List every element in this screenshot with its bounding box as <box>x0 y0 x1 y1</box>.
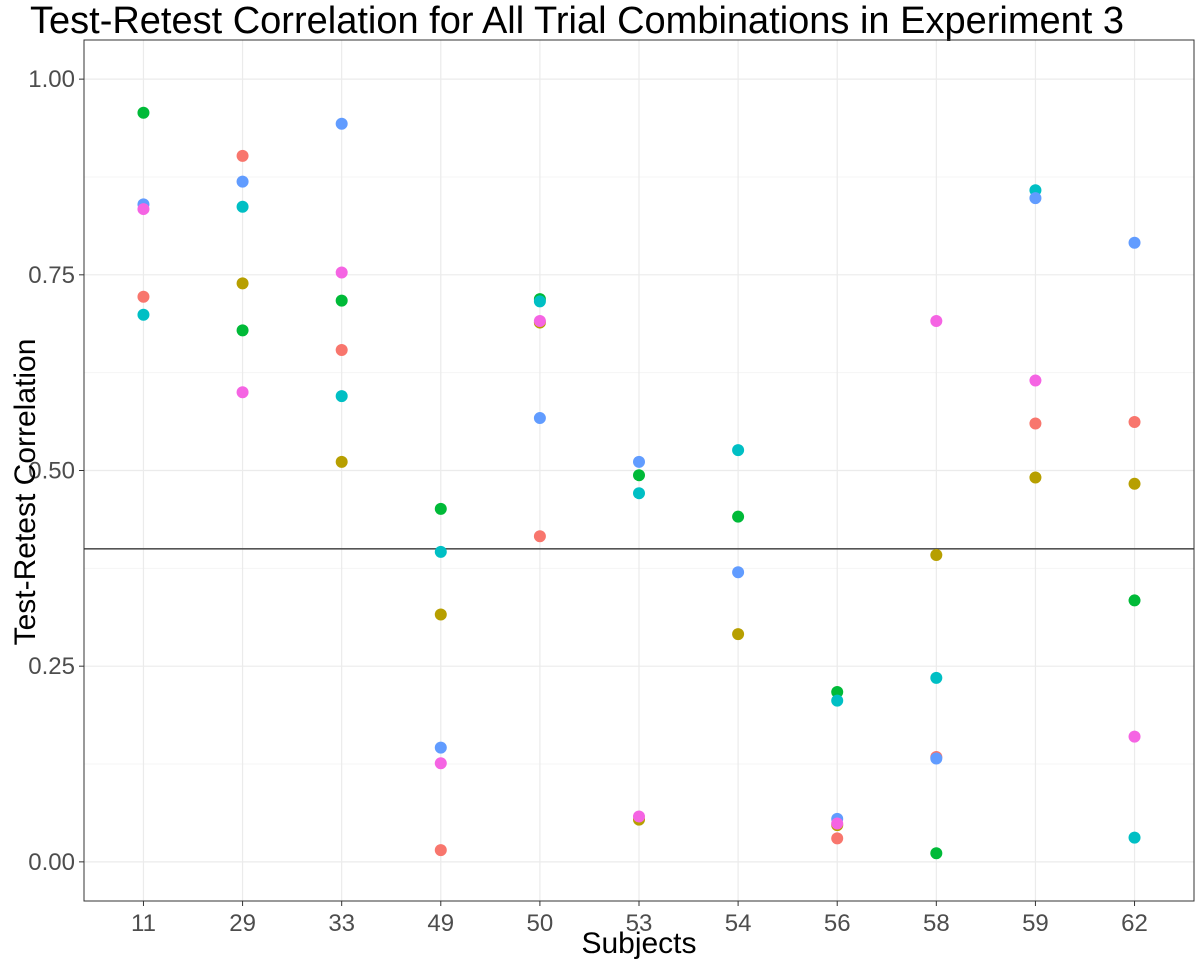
data-point <box>633 810 645 823</box>
data-point <box>434 741 447 754</box>
y-axis-title: Test-Retest Correlation <box>9 339 42 646</box>
x-axis-title: Subjects <box>581 927 696 960</box>
data-point <box>137 106 150 119</box>
data-point <box>335 266 348 279</box>
data-point <box>434 757 447 770</box>
data-point <box>335 390 348 403</box>
axes: 0.00 0.25 0.50 0.75 1.00 11 29 33 49 50 53 54 56 58 59… <box>28 39 1195 937</box>
data-point <box>137 203 150 216</box>
data-point <box>434 502 447 515</box>
data-point <box>732 628 745 641</box>
data-point <box>335 343 348 356</box>
data-point <box>236 277 249 290</box>
data-point <box>236 200 249 213</box>
y-tick-label: 0.00 <box>28 849 75 876</box>
data-point <box>930 314 943 327</box>
data-point <box>236 175 249 188</box>
data-point <box>335 455 348 468</box>
y-tick-label: 1.00 <box>28 66 75 93</box>
x-tick-label: 50 <box>527 910 554 937</box>
y-tick-label: 0.75 <box>28 262 75 289</box>
data-point <box>533 412 546 425</box>
x-tick-label: 29 <box>229 910 256 937</box>
x-tick-label: 62 <box>1121 910 1148 937</box>
data-point <box>732 510 745 523</box>
data-point <box>236 386 249 399</box>
data-point <box>533 530 546 543</box>
data-point <box>434 545 447 558</box>
data-point <box>1128 415 1141 428</box>
data-point <box>732 566 745 579</box>
data-point <box>930 752 943 765</box>
data-point <box>533 314 546 327</box>
x-tick-label: 59 <box>1022 910 1049 937</box>
data-point <box>930 847 943 860</box>
data-point <box>633 469 645 482</box>
data-point <box>831 832 844 845</box>
data-point <box>533 295 546 308</box>
data-point <box>434 608 447 621</box>
data-point <box>434 844 447 857</box>
data-point <box>137 290 150 303</box>
data-point <box>633 487 645 500</box>
data-point <box>732 444 745 457</box>
data-point <box>1128 831 1141 844</box>
data-point <box>1029 192 1042 205</box>
data-point <box>1029 417 1042 430</box>
data-point <box>1128 477 1141 490</box>
data-point <box>831 817 844 830</box>
data-point <box>1128 236 1141 249</box>
data-point <box>831 694 844 707</box>
panel-border <box>83 39 1195 902</box>
chart-title: Test-Retest Correlation for All Trial Co… <box>30 0 1124 42</box>
data-point <box>633 455 645 468</box>
data-point <box>137 308 150 321</box>
data-point <box>831 686 844 699</box>
data-point <box>236 149 249 162</box>
x-tick-label: 11 <box>131 910 156 937</box>
data-point <box>930 549 943 562</box>
x-tick-label: 33 <box>328 910 355 937</box>
x-tick-label: 53 <box>626 910 653 937</box>
x-tick-label: 58 <box>923 910 950 937</box>
data-points <box>137 106 1141 860</box>
data-point <box>236 324 249 337</box>
data-point <box>335 294 348 307</box>
data-point <box>1029 374 1042 387</box>
x-tick-label: 49 <box>427 910 454 937</box>
y-tick-label: 0.25 <box>28 653 75 680</box>
data-point <box>335 117 348 130</box>
data-point <box>1128 594 1141 607</box>
x-tick-label: 56 <box>824 910 851 937</box>
data-point <box>1128 730 1141 743</box>
data-point <box>930 671 943 684</box>
x-tick-label: 54 <box>725 910 752 937</box>
data-point <box>1029 471 1042 484</box>
y-tick-label: 0.50 <box>28 458 75 485</box>
